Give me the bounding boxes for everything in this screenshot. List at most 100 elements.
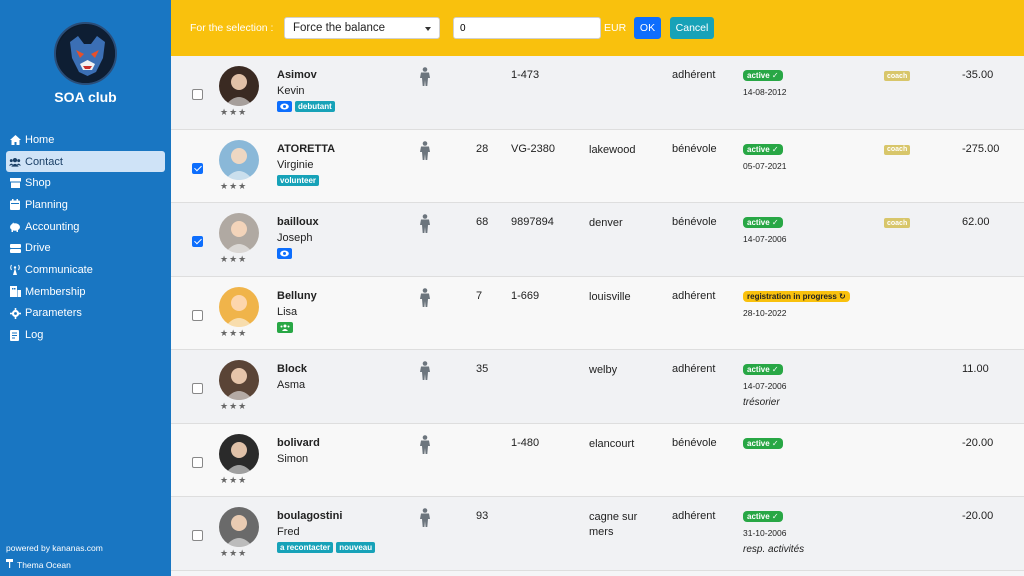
selection-action-select[interactable]: Force the balance	[284, 17, 440, 39]
status-badge[interactable]: registration in progress ↻	[743, 290, 850, 302]
rating-stars: ★★★	[220, 254, 248, 264]
person-icon	[419, 67, 431, 86]
selection-label: For the selection :	[190, 22, 274, 34]
nav-home[interactable]: Home	[6, 129, 165, 151]
contact-lastname[interactable]: Belluny	[277, 289, 317, 302]
tag-badge[interactable]: volunteer	[277, 174, 320, 186]
eye-icon[interactable]	[277, 248, 292, 259]
status-label: active	[747, 144, 770, 154]
check-icon: ✓	[771, 71, 779, 80]
row-checkbox[interactable]	[192, 236, 203, 247]
table-row[interactable]: ★★★ bolivard Simon 1-480 elancourt bénévole ac…	[171, 423, 1024, 497]
status-badge[interactable]: active ✓	[743, 511, 783, 522]
check-icon: ✓	[771, 438, 779, 448]
table-row[interactable]: ★★★ ATORETTA Virginie volunteer 28 VG-2380 lak…	[171, 129, 1024, 203]
table-row[interactable]: ★★★ Block Asma 35 welby adhérent active ✓ 14-07…	[171, 350, 1024, 424]
nav-parameters[interactable]: Parameters	[6, 303, 165, 325]
avatar[interactable]	[219, 433, 259, 474]
status-badge[interactable]: active ✓	[743, 437, 783, 449]
table-row[interactable]: ★★★ Belluny Lisa 7 1-669 louisville adhérent re…	[171, 276, 1024, 350]
avatar[interactable]	[219, 507, 259, 547]
rating-stars: ★★★	[220, 474, 248, 485]
contact-city: louisville	[589, 290, 631, 303]
coach-badge: coach	[884, 218, 911, 228]
powered-by-link[interactable]: powered by kananas.com	[6, 543, 103, 553]
contact-tags	[277, 321, 293, 333]
check-icon: ✓	[771, 144, 779, 154]
status-date: 14-07-2006	[743, 234, 787, 244]
nav-contact-label: Contact	[25, 155, 63, 168]
contact-code: 9897894	[511, 216, 554, 228]
avatar[interactable]	[219, 66, 259, 106]
avatar[interactable]	[219, 139, 259, 180]
nav-drive[interactable]: Drive	[6, 237, 165, 259]
contact-lastname[interactable]: Block	[277, 363, 307, 375]
contact-balance: 62.00	[962, 216, 990, 228]
status-badge[interactable]: active ✓	[743, 70, 783, 81]
status-date: 31-10-2006	[743, 528, 787, 538]
shop-icon	[9, 178, 21, 189]
nav-communicate[interactable]: Communicate	[6, 259, 165, 281]
status-badge[interactable]: active ✓	[743, 143, 783, 155]
rating-stars: ★★★	[220, 401, 248, 411]
row-checkbox[interactable]	[192, 162, 203, 174]
row-checkbox[interactable]	[192, 309, 203, 321]
table-row[interactable]: ★★★ bailloux Joseph 68 9897894 denver bénévole…	[171, 203, 1024, 277]
avatar[interactable]	[219, 286, 259, 327]
contact-lastname[interactable]: Asimov	[277, 69, 317, 81]
table-row[interactable]: ★★★ boulagostini Fred a recontacter nouveau 9…	[171, 497, 1024, 571]
status-badge[interactable]: active ✓	[743, 217, 783, 228]
status-label: active	[747, 438, 770, 448]
nav-log[interactable]: Log	[6, 324, 165, 346]
rating-stars: ★★★	[220, 180, 248, 191]
person-icon	[419, 361, 431, 380]
nav-contact[interactable]: Contact	[6, 150, 165, 173]
theme-selector[interactable]: Thema Ocean	[6, 559, 71, 570]
nav-shop[interactable]: Shop	[6, 172, 165, 194]
contact-age: 7	[476, 289, 483, 302]
amount-input[interactable]	[453, 17, 601, 39]
contact-code: VG-2380	[511, 142, 556, 155]
broadcast-icon	[9, 264, 21, 276]
person-icon	[419, 508, 431, 527]
tag-badge[interactable]: nouveau	[336, 542, 376, 553]
row-checkbox[interactable]	[192, 530, 203, 541]
chevron-down-icon	[425, 27, 431, 31]
contact-code: 1-480	[511, 436, 540, 449]
cancel-button[interactable]: Cancel	[670, 17, 714, 39]
tag-badge[interactable]: debutant	[295, 101, 335, 112]
contact-lastname[interactable]: ATORETTA	[277, 142, 336, 155]
avatar[interactable]	[219, 213, 259, 253]
group-icon[interactable]	[277, 321, 293, 333]
ok-button[interactable]: OK	[634, 17, 661, 39]
contact-age: 68	[476, 216, 489, 228]
status-date: 14-07-2006	[743, 381, 787, 391]
users-icon	[9, 156, 21, 167]
check-icon: ✓	[771, 218, 779, 227]
contacts-table: ★★★ Asimov Kevin debutant 1-473 adhérent activ…	[171, 56, 1024, 576]
rating-stars: ★★★	[220, 327, 248, 338]
status-label: active	[747, 71, 770, 80]
contact-lastname[interactable]: bolivard	[277, 436, 320, 449]
avatar[interactable]	[219, 360, 259, 400]
contact-type: adhérent	[672, 363, 716, 375]
eye-icon[interactable]	[277, 101, 292, 112]
nav-membership[interactable]: Membership	[6, 281, 165, 303]
row-checkbox[interactable]	[192, 383, 203, 394]
nav-accounting[interactable]: Accounting	[6, 216, 165, 238]
piggy-bank-icon	[9, 221, 21, 232]
contact-lastname[interactable]: boulagostini	[277, 510, 343, 522]
contact-lastname[interactable]: bailloux	[277, 216, 319, 228]
table-row[interactable]: ★★★ Asimov Kevin debutant 1-473 adhérent activ…	[171, 56, 1024, 130]
status-label: active	[747, 512, 770, 521]
home-icon	[9, 134, 21, 145]
contact-firstname: Asma	[277, 379, 306, 391]
currency-label: EUR	[604, 22, 627, 34]
nav-planning[interactable]: Planning	[6, 194, 165, 216]
row-checkbox[interactable]	[192, 456, 203, 468]
sidebar: SOA club Home Contact Shop Planning Acco…	[0, 0, 171, 576]
row-checkbox[interactable]	[192, 89, 203, 100]
status-badge[interactable]: active ✓	[743, 364, 783, 375]
gear-icon	[9, 307, 21, 319]
tag-badge[interactable]: a recontacter	[277, 542, 334, 553]
